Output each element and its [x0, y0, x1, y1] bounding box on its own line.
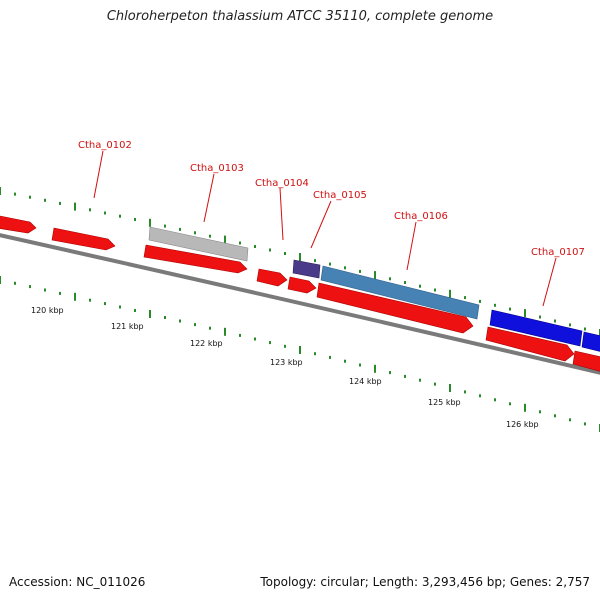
tick-label: 124 kbp	[349, 377, 382, 386]
cds-arrow[interactable]	[143, 244, 248, 274]
map-title: Chloroherpeton thalassium ATCC 35110, co…	[106, 9, 494, 24]
tick-label: 123 kbp	[270, 358, 303, 367]
gene-leader-line	[406, 221, 417, 271]
cds-arrow[interactable]	[287, 276, 317, 294]
gene-label[interactable]: Ctha_0107	[531, 247, 585, 258]
accession-text: Accession: NC_011026	[9, 575, 146, 589]
tick-label: 120 kbp	[31, 306, 64, 315]
tick-label: 121 kbp	[111, 322, 144, 331]
cds-arrow[interactable]	[256, 268, 288, 287]
gene-leader-line	[203, 173, 215, 223]
scale-labels: 120 kbp 121 kbp 122 kbp 123 kbp 124 kbp …	[31, 306, 539, 429]
cds-arrow[interactable]	[316, 282, 474, 334]
feature-block-gray[interactable]	[148, 226, 249, 262]
gene-leader-line	[310, 200, 332, 249]
inner-guide-dots	[0, 276, 600, 432]
gene-label[interactable]: Ctha_0105	[313, 190, 367, 201]
tick-label: 125 kbp	[428, 398, 461, 407]
cds-arrow[interactable]	[0, 214, 37, 234]
cds-arrow[interactable]	[485, 326, 575, 362]
gene-leader-line	[93, 150, 104, 199]
feature-block-blue[interactable]	[489, 309, 583, 347]
gene-labels: Ctha_0102 Ctha_0103 Ctha_0104 Ctha_0105 …	[78, 140, 585, 307]
cds-track	[0, 214, 600, 374]
gene-label[interactable]: Ctha_0106	[394, 211, 448, 222]
gene-leader-line	[279, 187, 284, 241]
tick-label: 126 kbp	[506, 420, 539, 429]
gene-label[interactable]: Ctha_0102	[78, 140, 132, 151]
cds-arrow[interactable]	[51, 227, 116, 251]
feature-block-purple[interactable]	[292, 259, 321, 279]
gene-leader-line	[542, 257, 557, 307]
genome-summary-text: Topology: circular; Length: 3,293,456 bp…	[260, 575, 590, 589]
genome-backbone	[0, 233, 600, 375]
gene-label[interactable]: Ctha_0104	[255, 178, 309, 189]
feature-block-blue[interactable]	[581, 331, 600, 354]
feature-track	[148, 226, 600, 354]
feature-block-steelblue[interactable]	[320, 265, 480, 320]
outer-guide-dots	[0, 187, 600, 337]
cds-arrow[interactable]	[572, 350, 600, 374]
gene-label[interactable]: Ctha_0103	[190, 163, 244, 174]
tick-label: 122 kbp	[190, 339, 223, 348]
